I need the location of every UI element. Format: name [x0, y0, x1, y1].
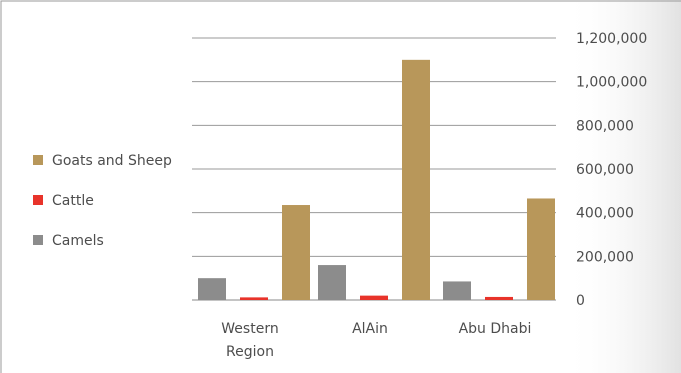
x-tick-label: Region — [226, 344, 274, 360]
bar — [198, 278, 226, 300]
bar — [527, 198, 555, 300]
y-tick-label: 1,000,000 — [576, 75, 647, 91]
x-tick-label: AlAin — [352, 321, 388, 337]
x-tick-label: Western — [221, 321, 278, 337]
legend-swatch — [33, 235, 43, 245]
legend-swatch — [33, 195, 43, 205]
legend-label: Goats and Sheep — [52, 153, 172, 169]
y-tick-label: 800,000 — [576, 118, 634, 134]
bars — [198, 59, 555, 301]
y-tick-label: 200,000 — [576, 249, 634, 265]
bar — [318, 265, 346, 300]
background-shade — [565, 0, 681, 373]
bar — [443, 281, 471, 300]
y-tick-label: 400,000 — [576, 206, 634, 222]
legend: Goats and Sheep Cattle Camels — [33, 153, 172, 249]
bar — [360, 295, 388, 300]
bar — [402, 59, 430, 301]
bar — [282, 205, 310, 300]
y-tick-label: 0 — [576, 293, 585, 309]
gridlines — [192, 37, 556, 301]
bar — [485, 296, 513, 300]
legend-label: Cattle — [52, 193, 94, 209]
x-tick-label: Abu Dhabi — [459, 321, 532, 337]
legend-swatch — [33, 155, 43, 165]
x-axis-labels: Western Region AlAin Abu Dhabi — [221, 321, 531, 360]
y-tick-label: 600,000 — [576, 162, 634, 178]
y-axis-ticks: 0 200,000 400,000 600,000 800,000 1,000,000 1,… — [576, 31, 647, 309]
y-tick-label: 1,200,000 — [576, 31, 647, 47]
legend-label: Camels — [52, 233, 104, 249]
bar — [240, 297, 268, 300]
